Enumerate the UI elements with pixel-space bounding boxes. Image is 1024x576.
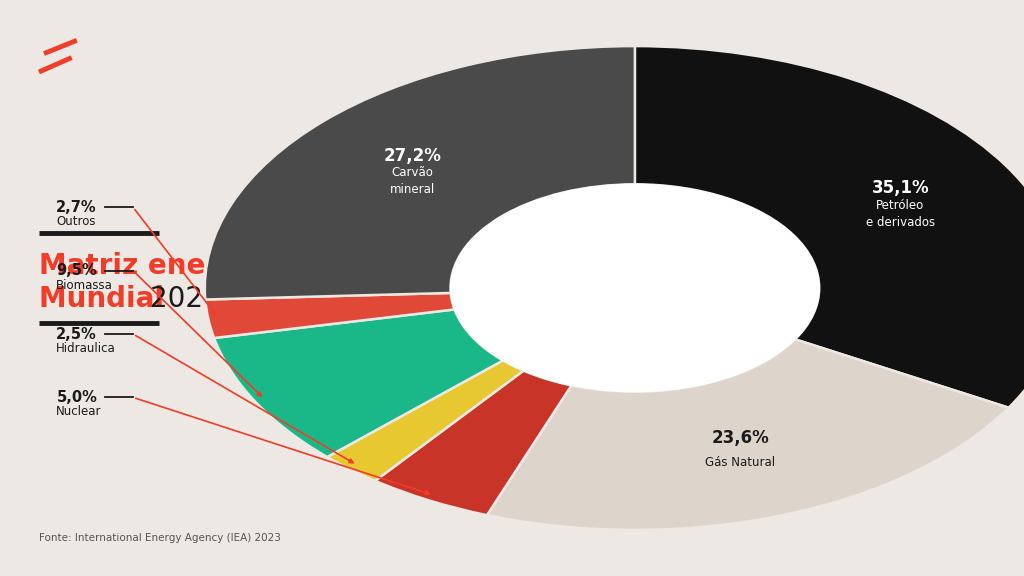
Text: 2,7%: 2,7% [56,200,97,215]
Circle shape [451,184,819,392]
Text: 2021: 2021 [150,285,220,313]
Text: Hidraulica: Hidraulica [56,342,116,355]
Wedge shape [487,339,1009,530]
Text: 35,1%: 35,1% [871,180,929,198]
Text: 5,0%: 5,0% [56,390,97,405]
Text: Nuclear: Nuclear [56,406,101,418]
Wedge shape [205,293,455,338]
Text: Matriz energética: Matriz energética [39,251,316,280]
Wedge shape [635,46,1024,408]
Text: Gás Natural: Gás Natural [706,456,775,469]
Wedge shape [214,309,503,457]
Text: Carvão
mineral: Carvão mineral [390,166,435,196]
Text: Biomassa: Biomassa [56,279,114,291]
Wedge shape [375,370,571,515]
Wedge shape [205,46,635,300]
Text: Outros: Outros [56,215,96,228]
Text: Petróleo
e derivados: Petróleo e derivados [866,199,935,229]
Text: 23,6%: 23,6% [712,429,769,446]
Text: 27,2%: 27,2% [384,147,441,165]
Wedge shape [328,361,523,481]
Text: 9,5%: 9,5% [56,263,97,278]
Text: Mundial: Mundial [39,285,173,313]
Text: 2,5%: 2,5% [56,327,97,342]
Text: Fonte: International Energy Agency (IEA) 2023: Fonte: International Energy Agency (IEA)… [39,533,281,543]
